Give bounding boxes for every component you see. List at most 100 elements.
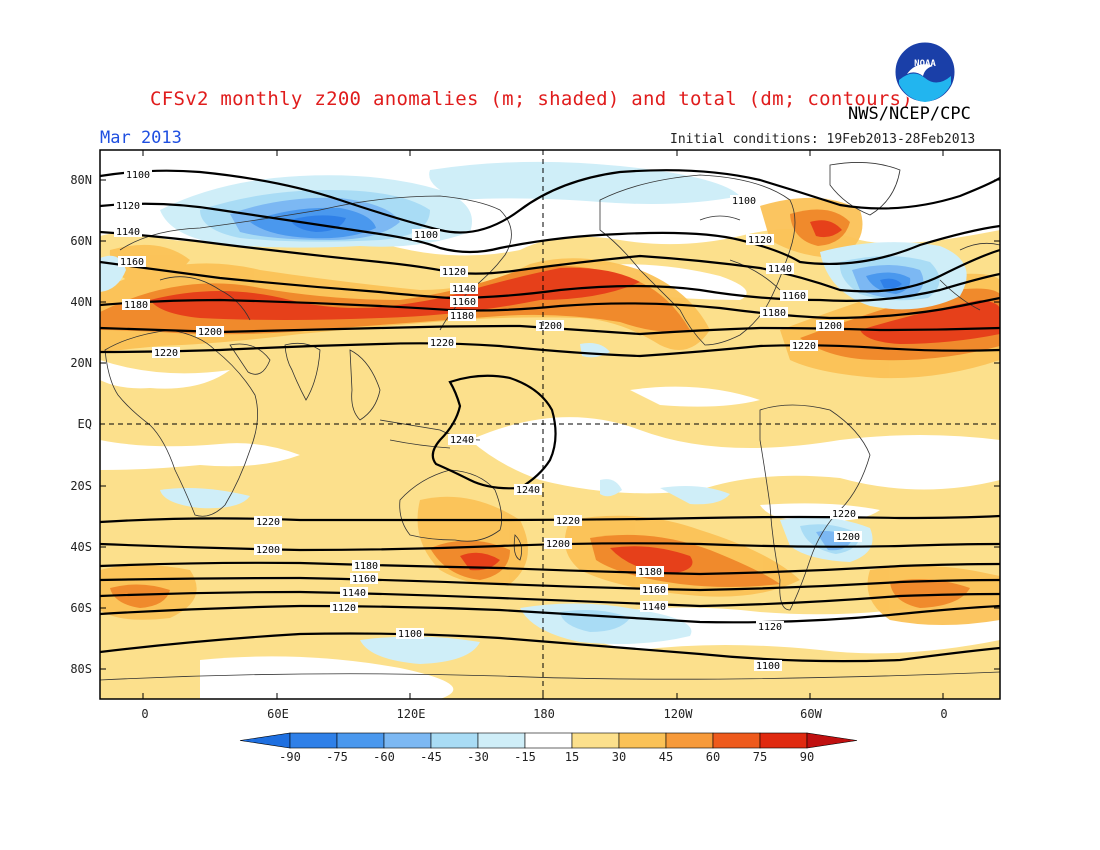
contour-label: 1180	[352, 560, 380, 572]
contour-label-group: 1100 1100 1100 1120 1120 1120 1140 1140 …	[114, 169, 862, 672]
svg-text:NOAA: NOAA	[914, 59, 936, 69]
initial-conditions-label: Initial conditions: 19Feb2013-28Feb2013	[670, 132, 976, 147]
svg-text:1180: 1180	[762, 308, 786, 319]
contour-label: 1200	[816, 320, 844, 332]
svg-text:1200: 1200	[818, 321, 842, 332]
contour-label: 1160	[780, 290, 808, 302]
colorbar-label: 90	[800, 750, 814, 764]
agency-label: NWS/NCEP/CPC	[848, 104, 971, 124]
colorbar-swatch	[477, 732, 526, 749]
noaa-logo-icon: NOAA	[894, 41, 956, 103]
svg-text:1160: 1160	[352, 574, 376, 585]
colorbar: -90 -75 -60 -45 -30 -15 15 30 45 60 75 90	[239, 732, 858, 764]
contour-label: 1100	[754, 660, 782, 672]
contour-label: 1200	[544, 538, 572, 550]
contour-label: 1180	[636, 566, 664, 578]
contour-label: 1160	[450, 296, 478, 308]
contour-label: 1180	[122, 299, 150, 311]
contour-label: 1140	[340, 587, 368, 599]
colorbar-swatch	[618, 732, 667, 749]
svg-text:1100: 1100	[126, 170, 150, 181]
svg-text:1200: 1200	[538, 321, 562, 332]
lat-label: 60S	[70, 601, 92, 615]
lon-label: 0	[940, 707, 947, 721]
svg-text:1180: 1180	[638, 567, 662, 578]
svg-text:1120: 1120	[748, 235, 772, 246]
lon-label: 120W	[664, 707, 694, 721]
latitude-axis: 80N 60N 40N 20N EQ 20S 40S 60S 80S	[70, 173, 1000, 676]
contour-label: 1220	[254, 516, 282, 528]
svg-text:1120: 1120	[116, 201, 140, 212]
plot-frame	[99, 149, 1001, 700]
contour-label: 1180	[448, 310, 476, 322]
colorbar-swatch	[336, 732, 385, 749]
colorbar-label: 60	[706, 750, 720, 764]
colorbar-left-arrow	[239, 732, 291, 749]
colorbar-label: 75	[753, 750, 767, 764]
contour-label: 1100	[412, 229, 440, 241]
lon-label: 60E	[267, 707, 289, 721]
month-label: Mar 2013	[100, 128, 182, 148]
contour-label: 1160	[640, 584, 668, 596]
contour-label: 1120	[114, 200, 142, 212]
svg-text:1100: 1100	[398, 629, 422, 640]
contour-label: 1160	[350, 573, 378, 585]
svg-text:1140: 1140	[642, 602, 666, 613]
longitude-axis: 0 60E 120E 180 120W 60W 0	[141, 150, 948, 721]
contour-label: 1140	[114, 226, 142, 238]
svg-text:1180: 1180	[354, 561, 378, 572]
colorbar-label: -90	[279, 750, 301, 764]
contour-label: 1120	[440, 266, 468, 278]
lat-label: 80N	[70, 173, 92, 187]
contour-label: 1200	[834, 531, 862, 543]
lon-label: 120E	[397, 707, 426, 721]
svg-text:1160: 1160	[120, 257, 144, 268]
svg-text:1240: 1240	[450, 435, 474, 446]
colorbar-label: -30	[467, 750, 489, 764]
contour-label: 1120	[330, 602, 358, 614]
svg-text:1120: 1120	[442, 267, 466, 278]
contour-label: 1140	[450, 283, 478, 295]
svg-text:1140: 1140	[342, 588, 366, 599]
contour-label: 1220	[554, 515, 582, 527]
lon-label: 0	[141, 707, 148, 721]
contour-label: 1220	[790, 340, 818, 352]
svg-text:1160: 1160	[642, 585, 666, 596]
contour-label: 1120	[746, 234, 774, 246]
svg-text:1200: 1200	[546, 539, 570, 550]
svg-text:1180: 1180	[450, 311, 474, 322]
lat-label: 60N	[70, 234, 92, 248]
contour-label: 1100	[396, 628, 424, 640]
svg-text:1140: 1140	[452, 284, 476, 295]
svg-text:1140: 1140	[116, 227, 140, 238]
colorbar-label: 30	[612, 750, 626, 764]
svg-text:1100: 1100	[732, 196, 756, 207]
contour-label: 1200	[196, 326, 224, 338]
svg-text:1220: 1220	[256, 517, 280, 528]
lat-label: 40S	[70, 540, 92, 554]
colorbar-label: -15	[514, 750, 536, 764]
lat-label: EQ	[78, 417, 92, 431]
lat-label: 80S	[70, 662, 92, 676]
colorbar-swatch	[430, 732, 479, 749]
lon-label: 60W	[800, 707, 822, 721]
colorbar-label: 45	[659, 750, 673, 764]
contour-label: 1220	[428, 337, 456, 349]
svg-text:1240: 1240	[516, 485, 540, 496]
contour-label: 1200	[254, 544, 282, 556]
svg-text:1120: 1120	[758, 622, 782, 633]
lon-label: 180	[533, 707, 555, 721]
contour-label: 1120	[756, 621, 784, 633]
colorbar-label: -75	[326, 750, 348, 764]
svg-text:1140: 1140	[768, 264, 792, 275]
colorbar-swatch	[289, 732, 338, 749]
svg-text:1200: 1200	[836, 532, 860, 543]
contour-label: 1240	[448, 434, 476, 446]
svg-text:1220: 1220	[832, 509, 856, 520]
chart-title: CFSv2 monthly z200 anomalies (m; shaded)…	[150, 88, 914, 110]
svg-text:1220: 1220	[556, 516, 580, 527]
contour-label: 1140	[640, 601, 668, 613]
svg-text:1100: 1100	[414, 230, 438, 241]
svg-text:1180: 1180	[124, 300, 148, 311]
